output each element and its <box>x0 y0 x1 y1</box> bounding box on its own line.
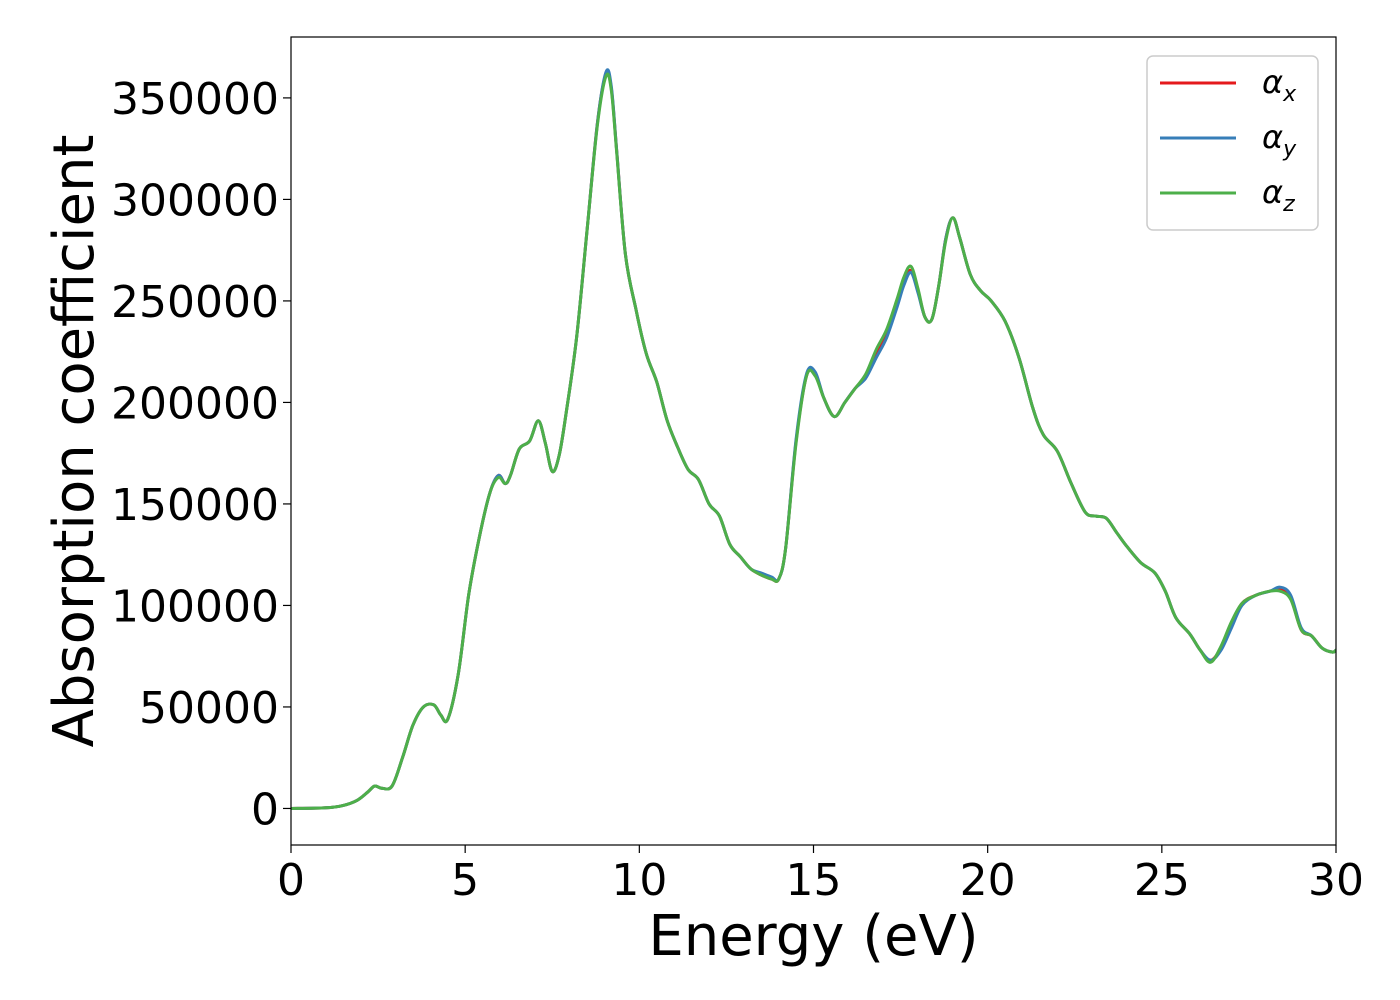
y-tick-label: 200000 <box>111 378 279 429</box>
series-layer <box>291 68 1336 810</box>
x-tick-label: 15 <box>786 855 842 906</box>
y-tick-label: 250000 <box>111 277 279 328</box>
y-tick-label: 0 <box>251 784 279 835</box>
legend-label-x: αx <box>1262 63 1297 107</box>
x-tick-label: 10 <box>611 855 667 906</box>
x-tick-label: 30 <box>1308 855 1364 906</box>
x-tick-label: 0 <box>277 855 305 906</box>
y-tick-label: 150000 <box>111 480 279 531</box>
x-tick-label: 5 <box>451 855 479 906</box>
series-line-z <box>291 72 1336 810</box>
y-axis-label: Absorption coefficient <box>42 135 107 748</box>
x-tick-label: 25 <box>1134 855 1190 906</box>
legend-label-y: αy <box>1262 118 1297 162</box>
legend-box <box>1146 55 1319 231</box>
y-tick-label: 50000 <box>139 683 279 734</box>
y-tick-label: 300000 <box>111 175 279 226</box>
x-axis-label: Energy (eV) <box>648 904 978 969</box>
x-tick-label: 20 <box>960 855 1016 906</box>
y-tick-label: 350000 <box>111 74 279 125</box>
axes-layer: 0 5 10 15 20 25 30 0 50000 100000 150000 200000 2500… <box>111 36 1364 906</box>
y-tick-label: 100000 <box>111 581 279 632</box>
